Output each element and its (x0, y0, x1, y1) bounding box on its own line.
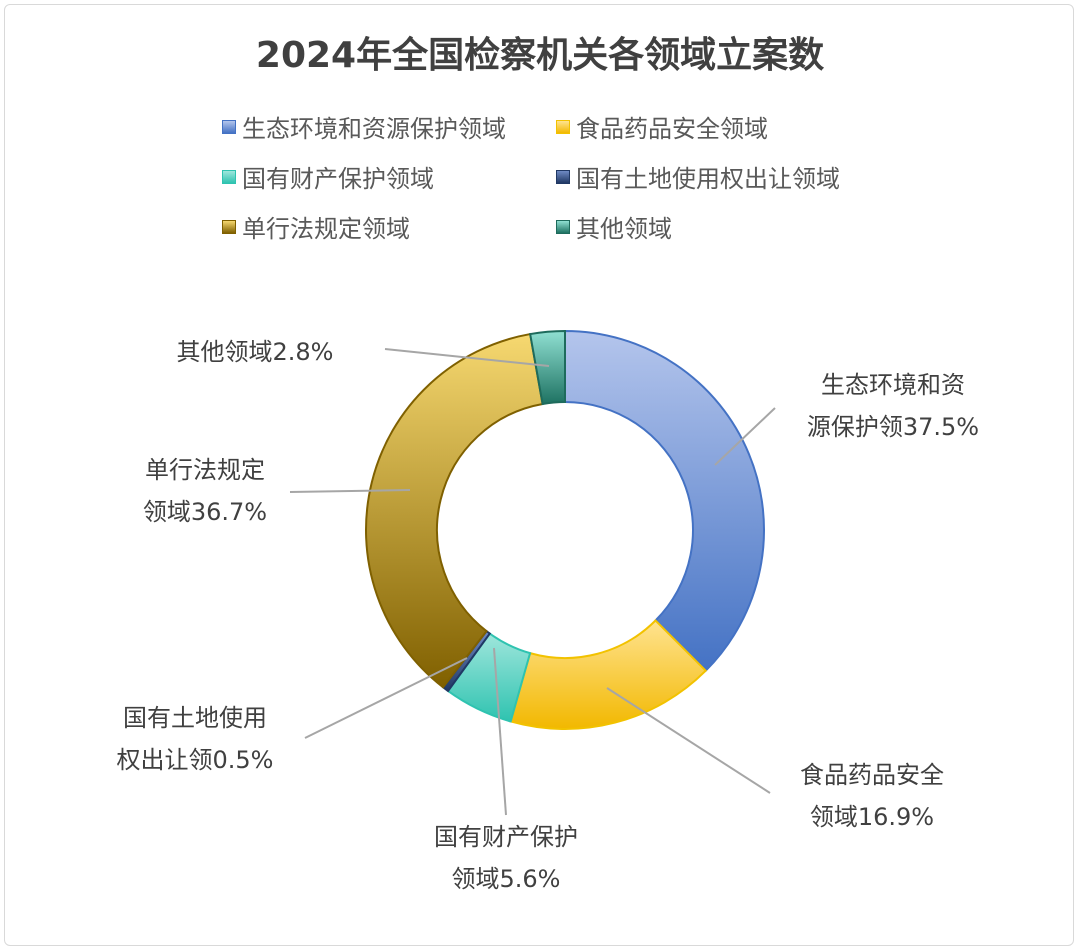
legend-swatch (556, 119, 570, 134)
data-label: 单行法规定领域36.7% (143, 456, 267, 526)
legend-label: 单行法规定领域 (242, 215, 410, 243)
legend-item: 其他领域 (556, 209, 672, 244)
legend-item: 国有财产保护领域 (222, 159, 434, 194)
donut-slice (529, 329, 566, 406)
legend-label: 食品药品安全领域 (576, 115, 768, 143)
legend-label: 国有土地使用权出让领域 (576, 165, 840, 193)
chart-frame (4, 4, 1074, 946)
legend-swatch (556, 219, 570, 234)
legend-item: 生态环境和资源保护领域 (222, 109, 506, 144)
chart-title: 2024年全国检察机关各领域立案数 (255, 35, 825, 76)
leader-line (714, 407, 776, 466)
donut-slice (564, 329, 765, 673)
legend-label: 其他领域 (576, 215, 672, 243)
legend-swatch (222, 219, 236, 234)
data-label: 其他领域2.8% (177, 338, 334, 366)
donut-slice (365, 332, 544, 689)
legend-item: 食品药品安全领域 (556, 109, 768, 144)
legend-swatch (556, 169, 570, 184)
data-label: 国有财产保护领域5.6% (434, 823, 578, 893)
legend-label: 国有财产保护领域 (242, 165, 434, 193)
data-label: 生态环境和资源保护领37.5% (807, 371, 979, 441)
data-label: 食品药品安全领域16.9% (800, 761, 944, 831)
leader-line (304, 657, 468, 739)
leader-line (289, 489, 411, 493)
legend-item: 单行法规定领域 (222, 209, 410, 244)
legend-label: 生态环境和资源保护领域 (242, 115, 506, 143)
leader-line (384, 348, 550, 367)
data-label: 国有土地使用权出让领0.5% (117, 704, 274, 774)
legend-swatch (222, 119, 236, 134)
leader-line (493, 647, 507, 816)
legend-item: 国有土地使用权出让领域 (556, 159, 840, 194)
leader-line (606, 687, 771, 794)
legend-swatch (222, 169, 236, 184)
